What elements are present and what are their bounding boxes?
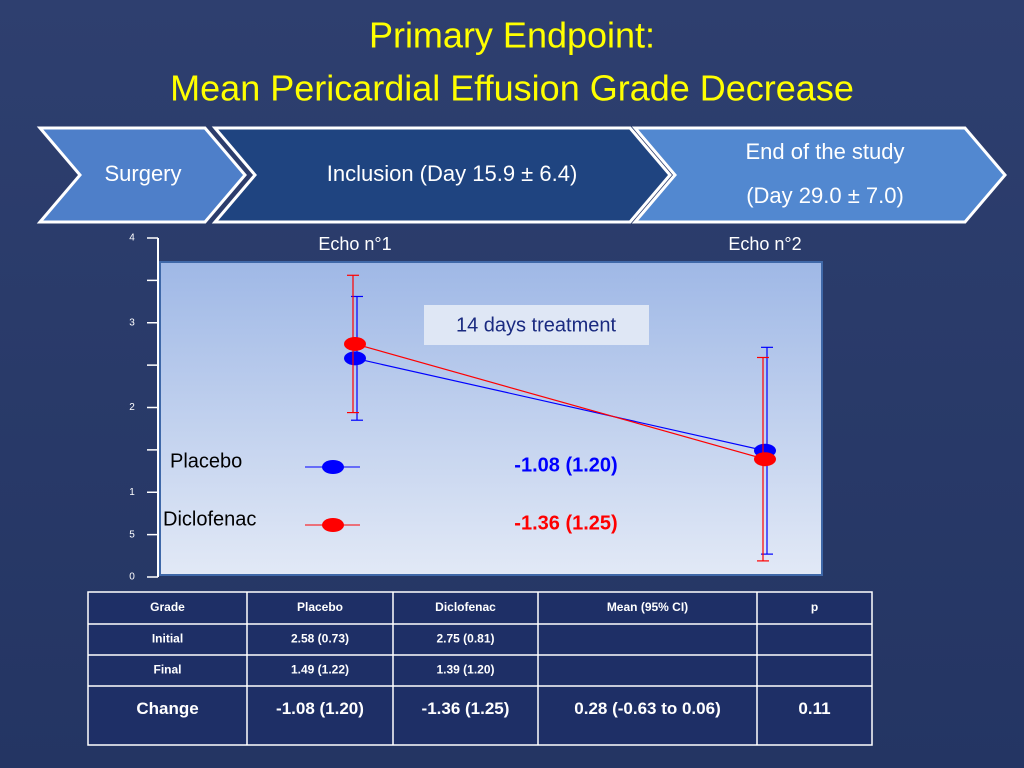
- table-cell: Placebo: [297, 600, 343, 614]
- change-label: -1.08 (1.20): [514, 454, 617, 476]
- table-cell: p: [811, 600, 818, 614]
- legend-marker: [322, 460, 344, 474]
- table-cell: Change: [136, 699, 198, 718]
- table-cell: 1.49 (1.22): [291, 663, 349, 677]
- x-category-label: Echo n°2: [728, 234, 801, 254]
- annotation-box: [424, 305, 649, 345]
- step-label: (Day 29.0 ± 7.0): [746, 183, 904, 208]
- x-category-label: Echo n°1: [318, 234, 391, 254]
- step-arrow: [36, 126, 247, 224]
- y-tick-label: 3: [129, 317, 135, 328]
- step-arrow: [631, 126, 1007, 224]
- series-line: [354, 357, 766, 452]
- step-arrow: [211, 126, 672, 224]
- table-cell: Grade: [150, 600, 185, 614]
- table-cell: 2.58 (0.73): [291, 632, 349, 646]
- table-cell: Final: [153, 663, 181, 677]
- table-cell: 1.39 (1.20): [436, 663, 494, 677]
- series-line: [354, 343, 766, 460]
- table-cell: Mean (95% CI): [607, 600, 688, 614]
- step-label: Inclusion (Day 15.9 ± 6.4): [327, 161, 578, 186]
- legend-label: Placebo: [170, 450, 242, 472]
- table-background: [87, 591, 873, 746]
- table-cell: -1.08 (1.20): [276, 699, 364, 718]
- legend-label: Diclofenac: [163, 508, 256, 530]
- table-cell: 0.28 (-0.63 to 0.06): [574, 699, 720, 718]
- slide-title: Primary Endpoint:: [369, 15, 655, 56]
- table-cell: Diclofenac: [435, 600, 496, 614]
- step-label: End of the study: [746, 139, 905, 164]
- legend-marker: [322, 518, 344, 532]
- point: [754, 452, 776, 467]
- annotation: 14 days treatment: [456, 314, 617, 336]
- table-cell: 0.11: [798, 699, 830, 718]
- y-tick-label: 4: [129, 233, 135, 244]
- change-label: -1.36 (1.25): [514, 512, 617, 534]
- y-tick-label: 0: [129, 572, 135, 583]
- y-tick-label: 1: [129, 487, 135, 498]
- y-tick-label: 2: [129, 402, 135, 413]
- slide-title: Mean Pericardial Effusion Grade Decrease: [170, 68, 854, 109]
- table-cell: Initial: [152, 632, 183, 646]
- table-cell: 2.75 (0.81): [436, 632, 494, 646]
- point: [344, 336, 366, 351]
- point: [344, 351, 366, 366]
- y-tick-label: 5: [129, 529, 135, 540]
- step-label: Surgery: [104, 161, 181, 186]
- table-cell: -1.36 (1.25): [422, 699, 510, 718]
